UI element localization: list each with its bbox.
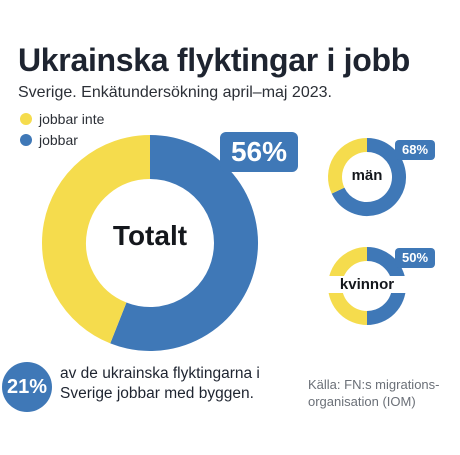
- legend-item-not-working: jobbar inte: [20, 108, 104, 129]
- donut-total-label: Totalt: [112, 220, 188, 251]
- legend-dot-working: [20, 133, 32, 146]
- source-note: Källa: FN:s migrations-organisation (IOM…: [308, 377, 440, 409]
- stat-percent-badge: 21%: [2, 362, 52, 412]
- legend-label-not-working: jobbar inte: [39, 110, 105, 127]
- donut-man-slice-not-working: [328, 138, 368, 194]
- stat-text: av de ukrainska flyktingarna i Sverige j…: [60, 365, 260, 402]
- donut-man-label: män: [351, 167, 383, 184]
- page-title: Ukrainska flyktingar i jobb: [18, 42, 411, 78]
- chart-legend: jobbar inte jobbar: [20, 108, 104, 150]
- legend-label-working: jobbar: [39, 131, 78, 148]
- legend-item-working: jobbar: [20, 129, 104, 150]
- donut-man-slice-working: [331, 138, 406, 216]
- donut-kvinnor-label: kvinnor: [327, 276, 407, 293]
- donut-total-slice-working: [110, 135, 258, 351]
- donut-total-slice-not-working: [42, 135, 151, 344]
- donut-kvinnor-percent: 50%: [395, 248, 435, 268]
- donut-man-percent: 68%: [395, 140, 435, 160]
- donut-total-percent: 56%: [220, 132, 298, 172]
- legend-dot-not-working: [20, 112, 32, 125]
- page-subtitle: Sverige. Enkätundersökning april–maj 202…: [18, 84, 332, 101]
